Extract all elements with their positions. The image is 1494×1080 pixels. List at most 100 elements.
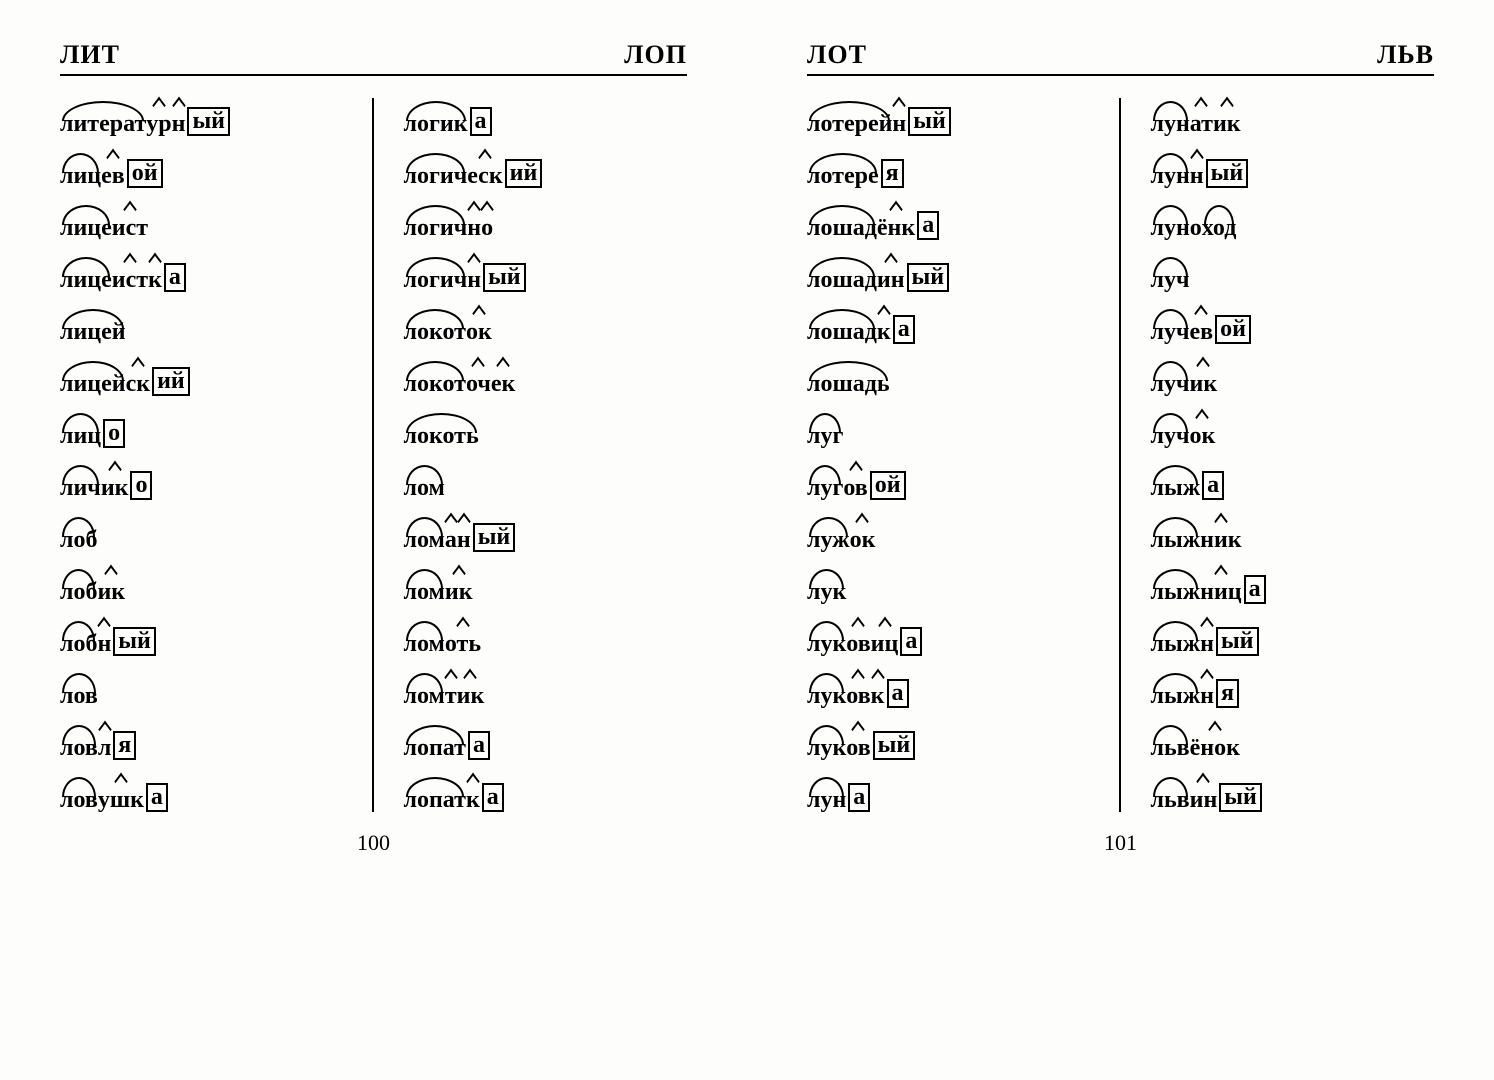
ending-morpheme: а xyxy=(900,627,922,656)
root-morpheme: лыж xyxy=(1151,670,1201,708)
ending-morpheme: ий xyxy=(505,159,543,188)
word-entry: лунатик xyxy=(1151,98,1435,136)
root-morpheme: лопат xyxy=(404,722,466,760)
suffix-morpheme: ик xyxy=(97,566,125,604)
root-morpheme: лицей xyxy=(60,358,126,396)
word-entry: лук xyxy=(807,566,1099,604)
root-morpheme: лошад xyxy=(807,306,877,344)
suffix-morpheme: ик xyxy=(445,566,473,604)
suffix-morpheme: ов xyxy=(846,722,870,760)
suffix-morpheme: к xyxy=(148,254,162,292)
root-morpheme: лиц xyxy=(60,150,101,188)
root-morpheme: лук xyxy=(807,566,846,604)
page-right: ЛОТ ЛЬВ лотерейныйлотереялошадёнкалошади… xyxy=(747,0,1494,1080)
ending-morpheme: ой xyxy=(870,471,906,500)
suffix-morpheme: ов xyxy=(846,670,870,708)
root-morpheme: лов xyxy=(60,722,98,760)
ending-morpheme: а xyxy=(164,263,186,292)
suffix-morpheme: н xyxy=(892,98,906,136)
word-entry: ломтик xyxy=(404,670,688,708)
ending-morpheme: ый xyxy=(473,523,516,552)
column-1: литературныйлицевойлицеистлицеисткалицей… xyxy=(60,98,374,812)
ending-morpheme: ый xyxy=(1206,159,1249,188)
page-left: ЛИТ ЛОП литературныйлицевойлицеистлицеис… xyxy=(0,0,747,1080)
root-morpheme: луч xyxy=(1151,358,1190,396)
word-entry: локоть xyxy=(404,410,688,448)
suffix-morpheme: ушк xyxy=(98,774,144,812)
suffix-morpheme: а xyxy=(445,514,457,552)
root-morpheme: лич xyxy=(60,462,101,500)
word-entry: лоб xyxy=(60,514,352,552)
word-entry: лобный xyxy=(60,618,352,656)
suffix-morpheme: еск xyxy=(467,150,502,188)
suffix-morpheme: ур xyxy=(146,98,171,136)
root-morpheme: луг xyxy=(807,410,843,448)
word-entry: лыжный xyxy=(1151,618,1435,656)
page-header: ЛИТ ЛОП xyxy=(60,40,687,76)
plain-morpheme: о xyxy=(1190,202,1202,240)
suffix-morpheme: оть xyxy=(445,618,481,656)
ending-morpheme: ый xyxy=(1219,783,1262,812)
suffix-morpheme: ёнок xyxy=(1190,722,1240,760)
ending-morpheme: ый xyxy=(483,263,526,292)
header-left: ЛОТ xyxy=(807,40,867,70)
suffix-morpheme: ов xyxy=(846,618,870,656)
suffix-morpheme: ик xyxy=(1190,358,1218,396)
root-morpheme: луг xyxy=(807,462,843,500)
ending-morpheme: о xyxy=(103,419,125,448)
page-header: ЛОТ ЛЬВ xyxy=(807,40,1434,76)
suffix-morpheme: н xyxy=(172,98,186,136)
word-entry: лучевой xyxy=(1151,306,1435,344)
root-morpheme: лоб xyxy=(60,618,97,656)
word-entry: лыжа xyxy=(1151,462,1435,500)
column-2: логикалогическийлогичнологичныйлокотокло… xyxy=(374,98,688,812)
word-entry: луковка xyxy=(807,670,1099,708)
word-entry: логичный xyxy=(404,254,688,292)
root-morpheme: лук xyxy=(807,670,846,708)
root-morpheme: лук xyxy=(807,618,846,656)
root-morpheme: лук xyxy=(807,722,846,760)
root-morpheme: логич xyxy=(404,150,468,188)
ending-morpheme: ый xyxy=(187,107,230,136)
root-morpheme: лыж xyxy=(1151,618,1201,656)
suffix-morpheme: л xyxy=(98,722,111,760)
root-morpheme: лице xyxy=(60,202,112,240)
suffix-morpheme: н xyxy=(467,202,481,240)
word-entry: львёнок xyxy=(1151,722,1435,760)
suffix-morpheme: т xyxy=(445,670,457,708)
suffix-morpheme: ик xyxy=(1213,98,1241,136)
word-entry: лотерейный xyxy=(807,98,1099,136)
word-entry: луноход xyxy=(1151,202,1435,240)
root-morpheme: ход xyxy=(1202,202,1237,240)
root-morpheme: лиц xyxy=(60,410,101,448)
word-entry: лов xyxy=(60,670,352,708)
word-entry: ловушка xyxy=(60,774,352,812)
ending-morpheme: ый xyxy=(113,627,156,656)
suffix-morpheme: ок xyxy=(1190,410,1216,448)
ending-morpheme: о xyxy=(130,471,152,500)
suffix-morpheme: иц xyxy=(871,618,899,656)
word-entry: луна xyxy=(807,774,1099,812)
word-entry: ломаный xyxy=(404,514,688,552)
column-2: лунатиклунныйлуноходлучлучевойлучиклучок… xyxy=(1121,98,1435,812)
ending-morpheme: ой xyxy=(127,159,163,188)
suffix-morpheme: ов xyxy=(843,462,867,500)
root-morpheme: логич xyxy=(404,202,468,240)
suffix-morpheme: н xyxy=(457,514,471,552)
word-entry: лошадка xyxy=(807,306,1099,344)
root-morpheme: лоб xyxy=(60,566,97,604)
ending-morpheme: ый xyxy=(873,731,916,760)
columns: литературныйлицевойлицеистлицеисткалицей… xyxy=(60,98,687,812)
suffix-morpheme: н xyxy=(467,254,481,292)
word-entry: лицо xyxy=(60,410,352,448)
suffix-morpheme: ин xyxy=(1190,774,1218,812)
word-entry: лицеистка xyxy=(60,254,352,292)
suffix-morpheme: ок xyxy=(466,306,492,344)
suffix-morpheme: ек xyxy=(491,358,515,396)
word-entry: лошадиный xyxy=(807,254,1099,292)
root-morpheme: льв xyxy=(1151,722,1190,760)
word-entry: лицейский xyxy=(60,358,352,396)
root-morpheme: лотере xyxy=(807,150,879,188)
ending-morpheme: а xyxy=(1244,575,1266,604)
ending-morpheme: я xyxy=(1216,679,1239,708)
